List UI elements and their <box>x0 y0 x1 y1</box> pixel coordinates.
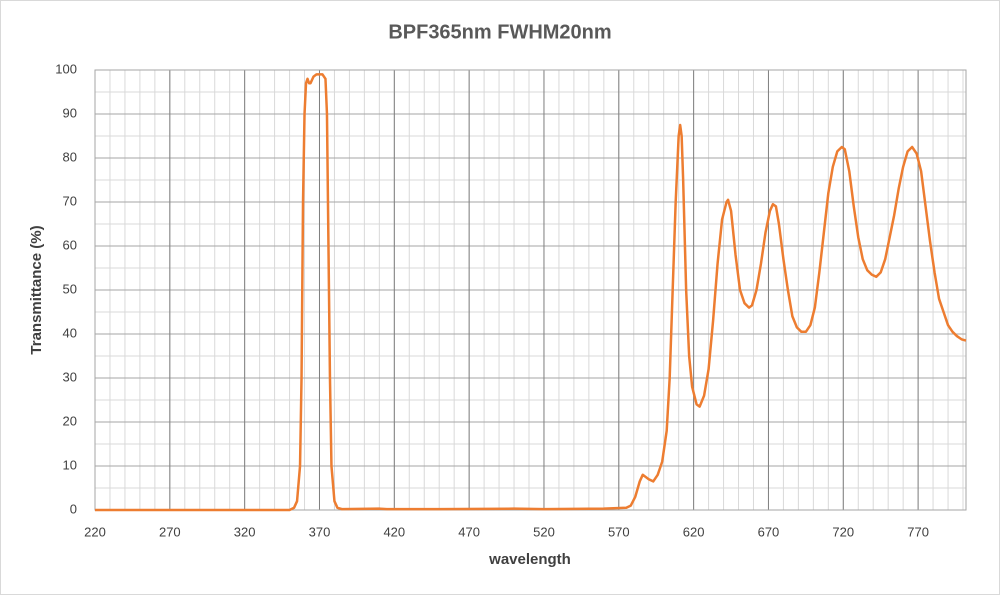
y-tick-label: 50 <box>63 281 77 296</box>
x-tick-label: 770 <box>907 524 929 539</box>
chart-title: BPF365nm FWHM20nm <box>388 21 611 43</box>
x-tick-label: 670 <box>758 524 780 539</box>
x-tick-label: 520 <box>533 524 555 539</box>
x-axis-title: wavelength <box>488 551 571 568</box>
y-tick-label: 60 <box>63 237 77 252</box>
x-tick-label: 220 <box>84 524 106 539</box>
y-tick-label: 20 <box>63 413 77 428</box>
y-tick-label: 90 <box>63 105 77 120</box>
y-tick-label: 80 <box>63 149 77 164</box>
x-tick-label: 620 <box>683 524 705 539</box>
x-tick-label: 270 <box>159 524 181 539</box>
y-tick-label: 100 <box>55 61 77 76</box>
x-tick-label: 370 <box>309 524 331 539</box>
y-tick-label: 70 <box>63 193 77 208</box>
x-tick-label: 720 <box>832 524 854 539</box>
y-tick-label: 0 <box>70 501 77 516</box>
y-axis-title: Transmittance (%) <box>28 225 45 354</box>
data-line <box>95 73 967 512</box>
y-tick-label: 40 <box>63 325 77 340</box>
y-tick-label: 30 <box>63 369 77 384</box>
x-tick-label: 320 <box>234 524 256 539</box>
x-tick-label: 470 <box>458 524 480 539</box>
y-tick-label: 10 <box>63 457 77 472</box>
x-tick-label: 570 <box>608 524 630 539</box>
x-tick-label: 420 <box>383 524 405 539</box>
